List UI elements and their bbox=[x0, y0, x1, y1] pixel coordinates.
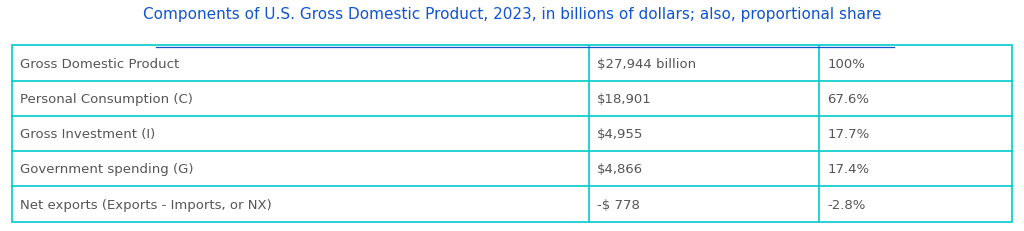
Text: -$ 778: -$ 778 bbox=[597, 198, 640, 211]
Text: 17.4%: 17.4% bbox=[827, 163, 869, 176]
Text: -2.8%: -2.8% bbox=[827, 198, 865, 211]
Bar bbox=[12, 46, 1012, 222]
Text: Gross Domestic Product: Gross Domestic Product bbox=[20, 57, 180, 70]
Text: $18,901: $18,901 bbox=[597, 92, 651, 105]
Text: Personal Consumption (C): Personal Consumption (C) bbox=[20, 92, 194, 105]
Text: 67.6%: 67.6% bbox=[827, 92, 869, 105]
Text: Components of U.S. Gross Domestic Product, 2023, in billions of dollars; also, p: Components of U.S. Gross Domestic Produc… bbox=[142, 7, 882, 22]
Text: 17.7%: 17.7% bbox=[827, 128, 869, 140]
Text: $4,955: $4,955 bbox=[597, 128, 643, 140]
Text: 100%: 100% bbox=[827, 57, 865, 70]
Text: $4,866: $4,866 bbox=[597, 163, 643, 176]
Text: Net exports (Exports - Imports, or NX): Net exports (Exports - Imports, or NX) bbox=[20, 198, 272, 211]
Text: Gross Investment (I): Gross Investment (I) bbox=[20, 128, 156, 140]
Text: $27,944 billion: $27,944 billion bbox=[597, 57, 696, 70]
Text: Government spending (G): Government spending (G) bbox=[20, 163, 194, 176]
